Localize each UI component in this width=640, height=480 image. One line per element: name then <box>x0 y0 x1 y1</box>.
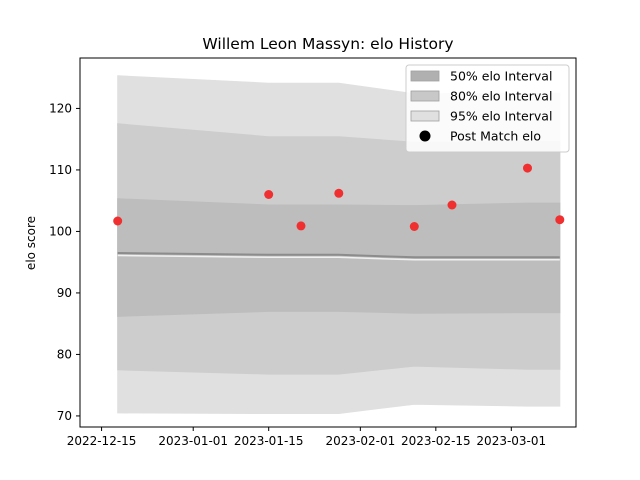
x-tick-label: 2023-01-01 <box>158 434 228 448</box>
post-match-point <box>409 222 419 231</box>
y-tick-label: 100 <box>49 224 72 238</box>
y-tick-label: 120 <box>49 101 72 115</box>
legend-label: Post Match elo <box>450 129 541 144</box>
post-match-point <box>523 163 532 173</box>
legend-box <box>405 64 570 153</box>
legend-swatch <box>410 90 440 102</box>
y-tick-label: 90 <box>57 286 72 300</box>
plot-area-frame <box>79 57 577 428</box>
x-tick-label: 2022-12-15 <box>67 434 137 448</box>
y-axis-ticks: 70 80 90 100 110 120 <box>49 101 80 423</box>
post-match-point <box>334 188 344 198</box>
legend-label: 50% elo Interval <box>450 69 552 84</box>
post-match-point <box>264 190 274 199</box>
x-tick-label: 2023-02-15 <box>401 434 471 448</box>
legend-label: 95% elo Interval <box>450 109 552 124</box>
legend-swatch <box>410 110 440 122</box>
y-tick-label: 80 <box>57 347 72 361</box>
post-match-point <box>296 221 306 231</box>
legend-swatch <box>410 70 440 82</box>
legend-marker <box>419 130 431 142</box>
mean-line <box>117 252 560 259</box>
x-tick-label: 2023-02-01 <box>325 434 395 448</box>
y-tick-label: 70 <box>57 409 72 423</box>
mean-elo-line <box>117 252 560 261</box>
x-axis-ticks: 2022-12-15 2023-01-01 2023-01-15 2023-02-01… <box>67 427 546 448</box>
y-tick-label: 110 <box>49 163 72 177</box>
post-match-point <box>555 215 565 225</box>
post-match-points <box>113 163 565 231</box>
mean-line-halo <box>117 254 560 261</box>
legend-label: 80% elo Interval <box>450 89 552 104</box>
legend: 50% elo Interval 80% elo Interval 95% elo … <box>405 64 570 153</box>
y-axis-label: elo score <box>24 216 38 270</box>
post-match-point <box>113 216 123 226</box>
x-tick-label: 2023-01-15 <box>234 434 304 448</box>
x-tick-label: 2023-03-01 <box>476 434 546 448</box>
chart-title: Willem Leon Massyn: elo History <box>202 35 453 53</box>
post-match-point <box>447 200 457 210</box>
